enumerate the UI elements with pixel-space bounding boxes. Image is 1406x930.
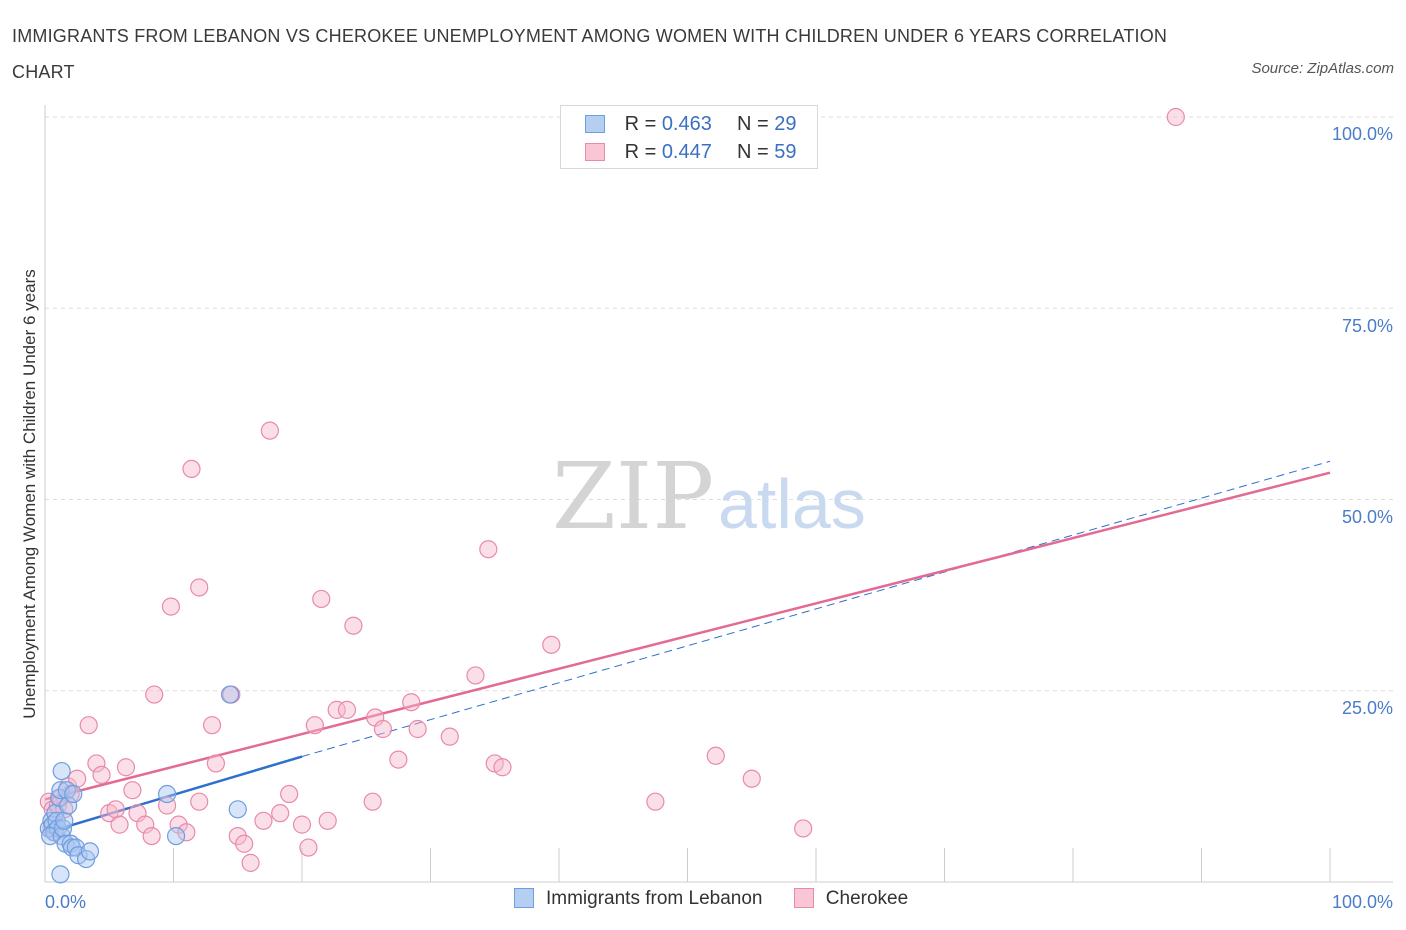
series-swatch-lebanon bbox=[514, 888, 534, 908]
cherokee-point bbox=[646, 792, 665, 811]
cherokee-point bbox=[312, 589, 331, 609]
cherokee-point bbox=[177, 823, 196, 842]
chart-title: IMMIGRANTS FROM LEBANON VS CHEROKEE UNEM… bbox=[12, 26, 1168, 82]
lebanon-point bbox=[220, 685, 240, 704]
cherokee-point bbox=[110, 815, 129, 834]
cherokee-point bbox=[142, 826, 161, 846]
legend-n-label: N = bbox=[737, 113, 769, 135]
cherokee-point bbox=[92, 765, 111, 785]
cherokee-point bbox=[299, 838, 318, 857]
cherokee-point bbox=[145, 685, 164, 704]
series-legend-lebanon: Immigrants from Lebanon bbox=[514, 888, 763, 910]
cherokee-point bbox=[190, 578, 209, 597]
legend-r-label: R = bbox=[624, 113, 657, 135]
legend-row-cherokee: R = 0.447 N = 59 bbox=[585, 141, 797, 165]
cherokee-point bbox=[373, 719, 393, 739]
legend-n-value-cherokee: 59 bbox=[774, 141, 797, 163]
lebanon-point bbox=[64, 784, 83, 804]
y-tick-75: 75.0% bbox=[1342, 316, 1393, 336]
cherokee-point bbox=[542, 635, 561, 654]
lebanon-trend-line bbox=[44, 755, 303, 835]
cherokee-point bbox=[742, 769, 761, 788]
lebanon-point bbox=[228, 800, 247, 819]
legend-r-value-cherokee: 0.447 bbox=[661, 141, 712, 163]
legend-swatch-lebanon bbox=[585, 115, 605, 133]
lebanon-point bbox=[80, 842, 100, 861]
cherokee-point bbox=[402, 693, 421, 712]
cherokee-point bbox=[794, 819, 813, 838]
cherokee-point bbox=[68, 769, 87, 788]
y-tick-100: 100.0% bbox=[1332, 124, 1393, 144]
cherokee-trend-line bbox=[44, 471, 1331, 801]
gridlines bbox=[45, 116, 1393, 692]
cherokee-point bbox=[1166, 107, 1185, 127]
cherokee-point bbox=[87, 754, 106, 773]
cherokee-point bbox=[136, 815, 155, 834]
cherokee-point bbox=[389, 750, 408, 769]
x-tick-0: 0.0% bbox=[45, 892, 86, 912]
cherokee-point bbox=[190, 792, 209, 811]
lebanon-point bbox=[59, 796, 78, 815]
lebanon-point bbox=[53, 819, 73, 838]
cherokee-point bbox=[260, 421, 279, 440]
legend-swatch-cherokee bbox=[585, 143, 605, 161]
cherokee-point bbox=[235, 834, 254, 853]
cherokee-point bbox=[327, 700, 346, 719]
series-legend: Immigrants from Lebanon Cherokee bbox=[514, 888, 934, 910]
cherokee-point bbox=[280, 784, 299, 804]
legend-n-value-lebanon: 29 bbox=[774, 113, 797, 135]
cherokee-point bbox=[493, 758, 512, 777]
x-tick-100: 100.0% bbox=[1332, 892, 1393, 912]
data-points bbox=[39, 107, 1185, 884]
cherokee-point bbox=[206, 754, 226, 773]
lebanon-trend-extension bbox=[301, 460, 1331, 758]
trend-lines bbox=[44, 460, 1331, 835]
lebanon-point bbox=[55, 811, 74, 830]
watermark-atlas: atlas bbox=[718, 465, 866, 543]
cherokee-point bbox=[363, 792, 382, 811]
source-label: Source: ZipAtlas.com bbox=[1251, 60, 1394, 77]
lebanon-point bbox=[51, 865, 70, 884]
cherokee-point bbox=[466, 666, 485, 685]
cherokee-point bbox=[318, 811, 337, 830]
series-label-lebanon: Immigrants from Lebanon bbox=[546, 888, 763, 909]
series-swatch-cherokee bbox=[793, 888, 814, 908]
stats-legend: R = 0.463 N = 29 R = 0.447 N = 59 bbox=[560, 105, 818, 169]
lebanon-point bbox=[52, 761, 71, 781]
cherokee-point bbox=[344, 616, 363, 635]
series-label-cherokee: Cherokee bbox=[825, 888, 909, 909]
cherokee-point bbox=[106, 800, 125, 819]
cherokee-point bbox=[706, 746, 725, 765]
y-tick-25: 25.0% bbox=[1342, 698, 1393, 718]
cherokee-point bbox=[161, 597, 181, 616]
cherokee-point bbox=[169, 815, 188, 834]
cherokee-point bbox=[202, 716, 222, 735]
lebanon-point bbox=[157, 784, 177, 804]
lebanon-point bbox=[166, 826, 186, 846]
series-legend-cherokee: Cherokee bbox=[793, 888, 909, 910]
legend-n-label: N = bbox=[737, 141, 769, 163]
cherokee-point bbox=[116, 758, 136, 777]
legend-r-value-lebanon: 0.463 bbox=[661, 113, 712, 135]
cherokee-point bbox=[305, 716, 324, 735]
y-tick-50: 50.0% bbox=[1342, 507, 1393, 527]
cherokee-point bbox=[79, 716, 98, 735]
cherokee-point bbox=[182, 459, 201, 478]
cherokee-point bbox=[123, 781, 142, 800]
legend-row-lebanon: R = 0.463 N = 29 bbox=[585, 113, 797, 137]
cherokee-point bbox=[254, 811, 273, 830]
cherokee-point bbox=[440, 727, 459, 746]
cherokee-point bbox=[408, 719, 427, 739]
axes bbox=[44, 105, 1393, 883]
cherokee-point bbox=[241, 853, 260, 872]
cherokee-point bbox=[337, 700, 357, 719]
legend-r-label: R = bbox=[624, 141, 657, 163]
cherokee-point bbox=[271, 804, 290, 823]
y-axis-title: Unemployment Among Women with Children U… bbox=[20, 269, 39, 718]
watermark-zip: ZIP bbox=[552, 443, 714, 550]
cherokee-point bbox=[292, 815, 312, 834]
cherokee-point bbox=[479, 540, 498, 559]
